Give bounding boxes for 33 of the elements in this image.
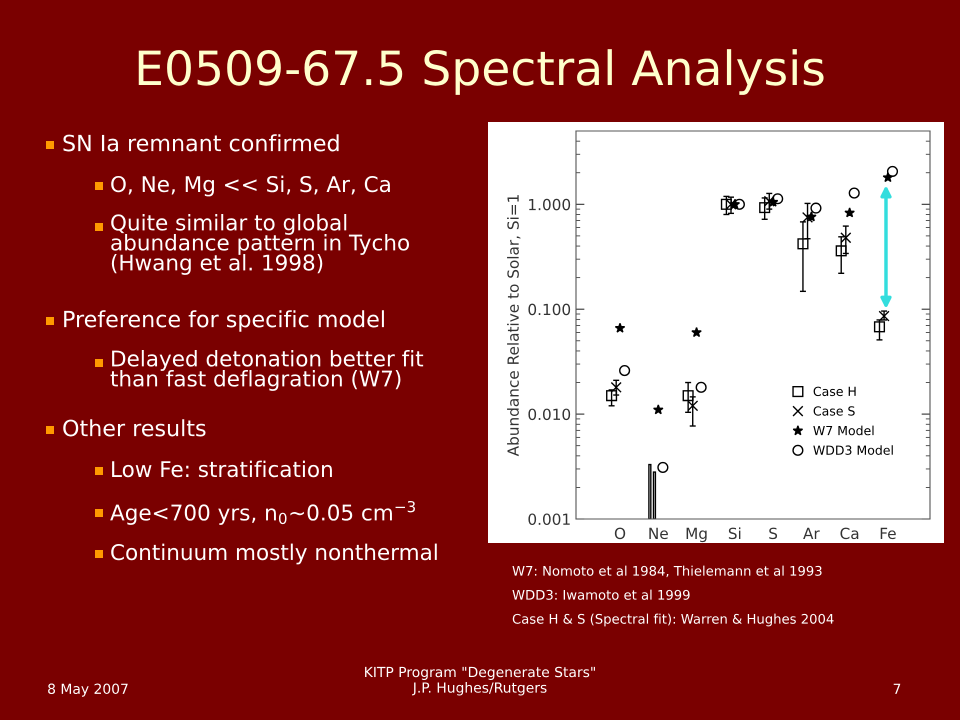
text: Case H & S (Spectral fit): Warren & Hughes 2004: [512, 614, 834, 626]
text: Delayed detonation better fit than fast deflagration (W7): [110, 350, 424, 391]
text: Quite similar to global abundance pattern in Tycho (Hwang et al. 1998): [111, 214, 409, 275]
text: Preference for specific model: [64, 310, 384, 332]
x-tick-label: S: [769, 528, 778, 540]
legend-label: W7 Model: [813, 426, 874, 436]
text: O, Ne, Mg << Si, S, Ar, Ca: [111, 176, 390, 196]
y-tick-label: 0.100: [528, 304, 570, 316]
text: Low Fe: stratification: [112, 460, 332, 478]
text: Continuum mostly nonthermal: [111, 544, 437, 564]
text: WDD3: Iwamoto et al 1999: [512, 590, 690, 600]
text: 8 May 2007: [48, 684, 128, 697]
y-tick-label: 1.000: [529, 198, 570, 210]
y-tick-label: 0.001: [528, 513, 570, 526]
legend-label: WDD3 Model: [813, 445, 893, 455]
text: SN Ia remnant confirmed: [63, 134, 339, 152]
x-tick-label: Si: [728, 527, 740, 540]
y-axis-title: Abundance Relative to Solar, Si=1: [507, 195, 520, 456]
x-tick-label: Ne: [649, 528, 668, 540]
legend-label: Case S: [814, 406, 855, 416]
x-tick-label: Mg: [686, 528, 707, 542]
y-tick-label: 0.010: [528, 408, 570, 420]
chart-title: E0509-67.5 Spectral Analysis: [138, 49, 824, 95]
text: KITP Program "Degenerate Stars" J.P. Hughes/Rutgers: [365, 666, 595, 696]
text: Other results: [63, 419, 206, 436]
x-tick-label: Ca: [840, 528, 858, 540]
x-tick-label: Fe: [880, 528, 896, 540]
text: 7: [894, 684, 900, 694]
x-tick-label: Ar: [803, 528, 820, 539]
text: W7: Nomoto et al 1984, Thielemann et al 1993: [512, 566, 822, 578]
legend-label: Case H: [814, 386, 856, 396]
x-tick-label: O: [614, 528, 626, 540]
text: Age<700 yrs, n$_{0}$~0.05 cm$^{−3}$: [110, 500, 415, 525]
